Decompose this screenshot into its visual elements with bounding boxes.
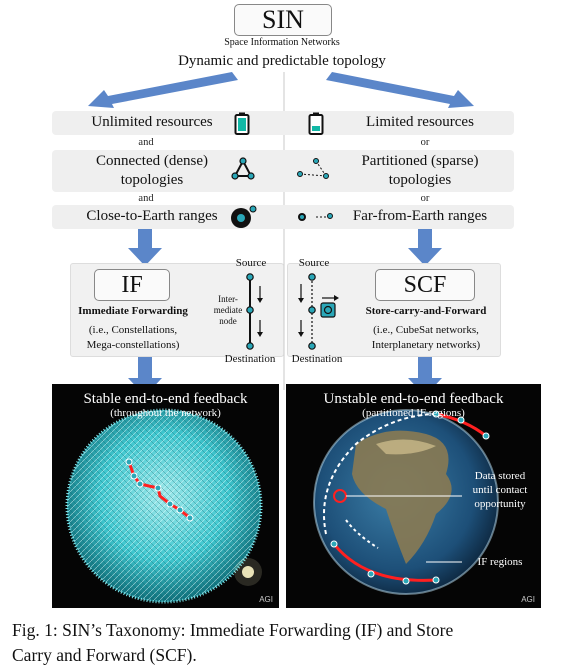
limited-resources-label: Limited resources xyxy=(330,113,510,132)
if-image-subtitle: (throughout the network) xyxy=(52,407,279,420)
partitioned-topology-line1: Partitioned (sparse) xyxy=(330,152,510,171)
if-examples-line1: (i.e., Constellations, xyxy=(74,323,192,338)
data-stored-line3: opportunity xyxy=(464,497,536,511)
connected-topology-line1: Connected (dense) xyxy=(62,152,242,171)
scf-abbr: SCF xyxy=(404,272,447,298)
if-destination-label: Destination xyxy=(218,354,282,365)
scf-examples-line2: Interplanetary networks) xyxy=(356,338,496,353)
scf-image-subtitle: (partitioned IF regions) xyxy=(286,407,541,420)
data-stored-line1: Data stored xyxy=(464,469,536,483)
if-name: Immediate Forwarding xyxy=(74,305,192,317)
arrow-to-right xyxy=(326,72,474,108)
caption-line1: Fig. 1: SIN’s Taxonomy: Immediate Forwar… xyxy=(12,618,552,643)
scf-destination-label: Destination xyxy=(286,354,348,365)
far-range-label: Far-from-Earth ranges xyxy=(330,207,510,226)
scf-source-label: Source xyxy=(294,258,334,269)
if-constellation-image: Stable end-to-end feedback (throughout t… xyxy=(52,384,279,608)
scf-path-icon xyxy=(292,272,352,352)
unlimited-resources-label: Unlimited resources xyxy=(62,113,242,132)
caption-line2: Carry and Forward (SCF). xyxy=(12,643,552,668)
if-examples-line2: Mega-constellations) xyxy=(74,338,192,353)
arrow-down-right xyxy=(408,226,442,266)
partitioned-nodes-icon xyxy=(296,156,332,182)
scf-name: Store-carry-and-Forward xyxy=(356,305,496,317)
partitioned-topology-line2: topologies xyxy=(330,171,510,190)
scf-title-box: SCF xyxy=(375,269,475,301)
far-orbit-icon xyxy=(296,208,336,226)
close-orbit-icon xyxy=(230,204,260,230)
if-regions-label: IF regions xyxy=(464,555,536,569)
scf-earth-image: Unstable end-to-end feedback (partitione… xyxy=(286,384,541,608)
connected-triangle-icon xyxy=(230,156,256,182)
figure-caption: Fig. 1: SIN’s Taxonomy: Immediate Forwar… xyxy=(12,618,552,668)
agi-logo-left: AGI xyxy=(259,595,273,604)
close-range-label: Close-to-Earth ranges xyxy=(62,207,242,226)
connected-topology-line2: topologies xyxy=(62,171,242,190)
if-image-title: Stable end-to-end feedback xyxy=(52,391,279,407)
connector-and-2: and xyxy=(126,193,166,204)
arrow-to-left xyxy=(88,72,238,108)
arrow-down-left xyxy=(128,226,162,266)
if-path-icon xyxy=(240,272,270,352)
scf-image-title: Unstable end-to-end feedback xyxy=(286,391,541,407)
connector-or-2: or xyxy=(405,193,445,204)
if-title-box: IF xyxy=(94,269,170,301)
if-source-label: Source xyxy=(231,258,271,269)
connector-and-1: and xyxy=(126,137,166,148)
scf-examples-line1: (i.e., CubeSat networks, xyxy=(356,323,496,338)
agi-logo-right: AGI xyxy=(521,595,535,604)
battery-full-icon xyxy=(234,112,250,136)
battery-low-icon xyxy=(308,112,324,136)
connector-or-1: or xyxy=(405,137,445,148)
data-stored-line2: until contact xyxy=(464,483,536,497)
if-abbr: IF xyxy=(121,272,142,298)
